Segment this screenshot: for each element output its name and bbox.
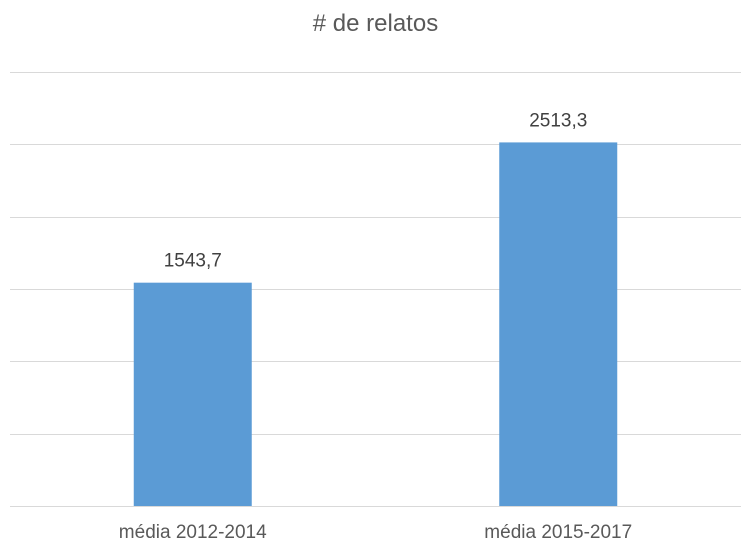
bar-0	[133, 282, 252, 506]
data-label-0: 1543,7	[164, 251, 222, 272]
x-tick-label-1: média 2015-2017	[484, 522, 632, 543]
x-tick-labels: média 2012-2014 média 2015-2017	[119, 522, 632, 543]
bars	[133, 142, 618, 506]
data-labels: 1543,7 2513,3	[164, 110, 588, 271]
chart-title: # de relatos	[312, 10, 439, 37]
x-tick-label-0: média 2012-2014	[119, 522, 267, 543]
gridlines	[10, 72, 741, 507]
data-label-1: 2513,3	[529, 110, 587, 131]
bar-1	[499, 142, 618, 506]
